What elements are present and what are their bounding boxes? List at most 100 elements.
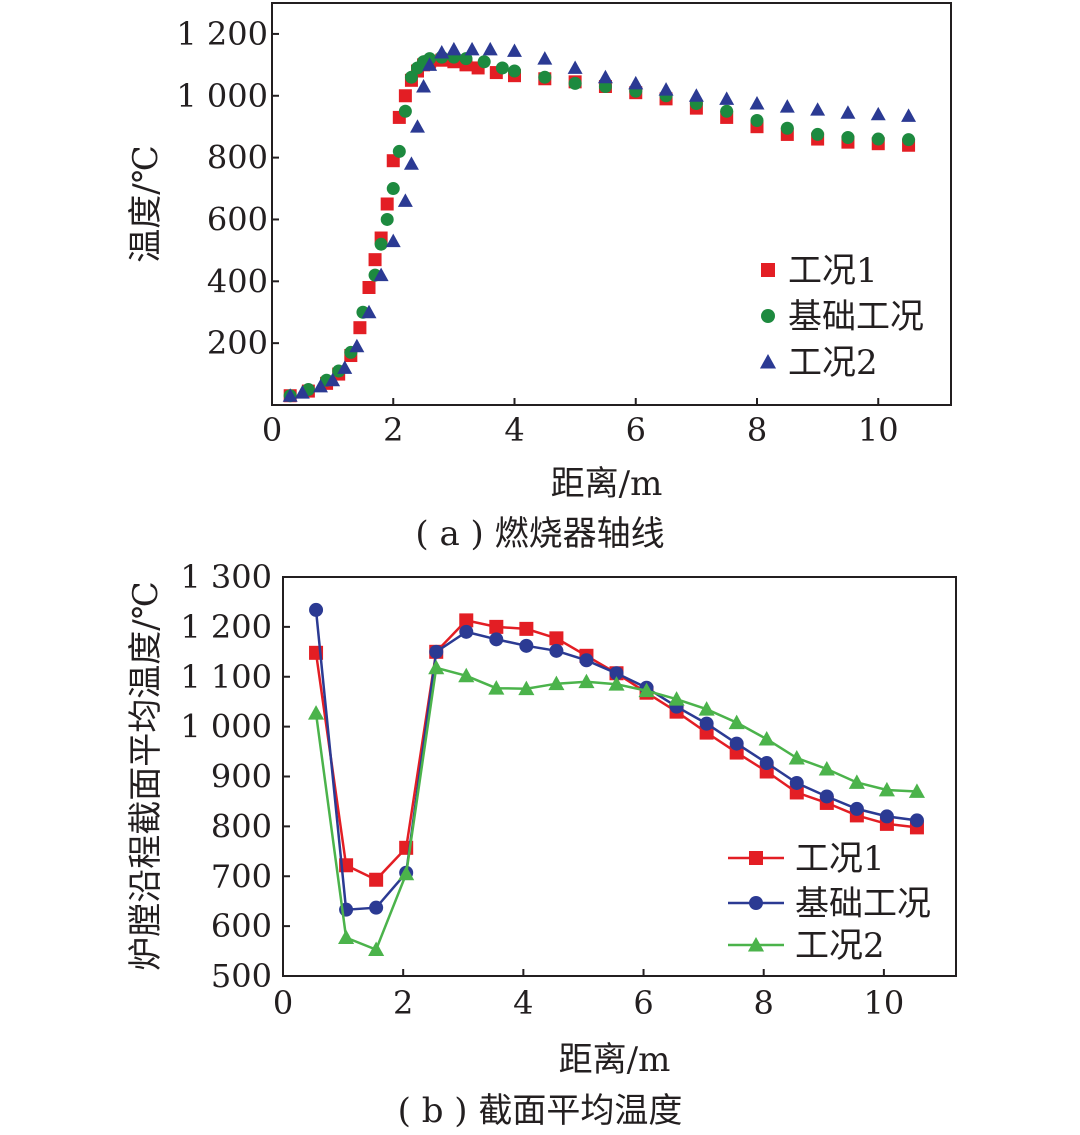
data-point-a bbox=[841, 131, 855, 145]
data-point-a bbox=[397, 193, 413, 207]
x-tick-label-b: 6 bbox=[633, 984, 653, 1022]
data-point-a bbox=[361, 304, 377, 319]
data-point-a bbox=[410, 119, 425, 133]
data-point-a bbox=[325, 372, 341, 387]
legend-marker-b bbox=[747, 936, 765, 952]
data-point-b bbox=[338, 929, 355, 945]
y-tick-label-b: 1 300 bbox=[180, 558, 272, 596]
data-point-b bbox=[819, 789, 834, 804]
data-point-a bbox=[749, 96, 765, 110]
data-point-b bbox=[369, 872, 384, 887]
legend-marker-b bbox=[749, 851, 763, 865]
data-point-a bbox=[349, 338, 365, 353]
y-tick-label-b: 1 100 bbox=[180, 658, 272, 696]
y-tick-label-a: 1 000 bbox=[176, 77, 268, 115]
data-point-a bbox=[386, 154, 400, 168]
data-point-a bbox=[720, 104, 734, 118]
legend-label-b: 基础工况 bbox=[795, 884, 931, 924]
data-point-a bbox=[313, 378, 328, 393]
data-point-b bbox=[307, 705, 325, 720]
legend-marker-b bbox=[749, 896, 763, 910]
data-point-a bbox=[508, 64, 521, 78]
data-point-a bbox=[368, 253, 382, 267]
y-tick-label-b: 1 200 bbox=[180, 608, 272, 646]
x-tick-label-a: 4 bbox=[504, 411, 524, 449]
legend-marker-a bbox=[761, 263, 775, 277]
data-point-a bbox=[392, 144, 406, 158]
data-point-a bbox=[902, 133, 916, 147]
chart-a-burner-axis: 0 2 4 6 8 10 200 400 600 800 1 000 1 200 距离/m 温度/℃ ( a… bbox=[126, 2, 952, 554]
data-point-b bbox=[549, 631, 564, 646]
data-point-a bbox=[353, 321, 367, 335]
data-point-a bbox=[811, 127, 825, 141]
legend-label-a: 工况1 bbox=[788, 251, 878, 291]
chart-caption-a: ( a ) 燃烧器轴线 bbox=[415, 514, 664, 554]
data-point-a bbox=[294, 385, 310, 399]
data-point-b bbox=[309, 602, 324, 617]
data-point-a bbox=[750, 114, 764, 128]
data-point-a bbox=[628, 75, 644, 90]
data-point-a bbox=[482, 41, 498, 56]
data-point-a bbox=[901, 108, 917, 122]
data-point-b bbox=[489, 632, 504, 647]
legend-label-a: 工况2 bbox=[788, 343, 878, 383]
data-point-a bbox=[658, 82, 674, 96]
data-point-a bbox=[398, 89, 412, 103]
data-point-b bbox=[668, 691, 685, 706]
y-axis-title-a: 温度/℃ bbox=[126, 145, 166, 263]
y-tick-label-b: 600 bbox=[211, 907, 272, 945]
y-tick-label-a: 400 bbox=[207, 262, 268, 300]
data-point-b bbox=[879, 809, 894, 824]
data-point-b bbox=[368, 941, 385, 957]
y-tick-label-b: 800 bbox=[211, 807, 272, 845]
x-tick-label-a: 10 bbox=[858, 411, 899, 449]
chart-caption-b: ( b ) 截面平均温度 bbox=[398, 1091, 683, 1131]
data-point-a bbox=[507, 43, 522, 57]
data-point-a bbox=[719, 91, 735, 105]
data-point-b bbox=[818, 760, 835, 776]
plot-frame-a bbox=[271, 2, 952, 406]
data-point-b bbox=[398, 865, 415, 881]
data-point-a bbox=[840, 105, 856, 119]
data-point-a bbox=[380, 197, 394, 211]
data-point-a bbox=[398, 104, 412, 118]
data-point-a bbox=[779, 99, 795, 113]
data-point-b bbox=[578, 673, 595, 689]
data-point-a bbox=[495, 61, 509, 75]
data-point-a bbox=[598, 79, 612, 93]
data-point-b bbox=[519, 638, 534, 653]
data-point-b bbox=[608, 676, 625, 691]
data-point-b bbox=[878, 781, 895, 797]
data-point-b bbox=[579, 653, 594, 668]
data-point-b bbox=[548, 675, 565, 691]
data-point-b bbox=[728, 714, 745, 730]
series-b-2 bbox=[309, 602, 924, 917]
data-point-a bbox=[477, 55, 491, 69]
y-tick-label-a: 200 bbox=[207, 324, 268, 362]
data-point-a bbox=[568, 76, 582, 90]
data-point-b bbox=[458, 667, 475, 683]
data-point-a bbox=[871, 132, 885, 146]
data-point-b bbox=[549, 643, 564, 658]
data-point-b bbox=[759, 756, 774, 771]
data-point-a bbox=[597, 69, 613, 84]
y-tick-label-b: 1 000 bbox=[180, 708, 272, 746]
data-point-a bbox=[434, 45, 450, 59]
data-point-b bbox=[609, 666, 624, 681]
x-tick-label-a: 8 bbox=[747, 411, 767, 449]
data-point-b bbox=[459, 624, 474, 639]
data-point-b bbox=[638, 682, 655, 698]
data-point-a bbox=[386, 182, 400, 196]
data-point-a bbox=[422, 57, 438, 71]
data-point-a bbox=[337, 360, 353, 374]
data-point-b bbox=[518, 680, 535, 696]
data-point-b bbox=[848, 774, 865, 789]
data-point-a bbox=[385, 233, 401, 248]
data-point-b bbox=[788, 749, 805, 765]
series-b-3 bbox=[307, 659, 925, 957]
y-tick-label-b: 900 bbox=[211, 758, 272, 796]
data-point-a bbox=[780, 121, 794, 135]
